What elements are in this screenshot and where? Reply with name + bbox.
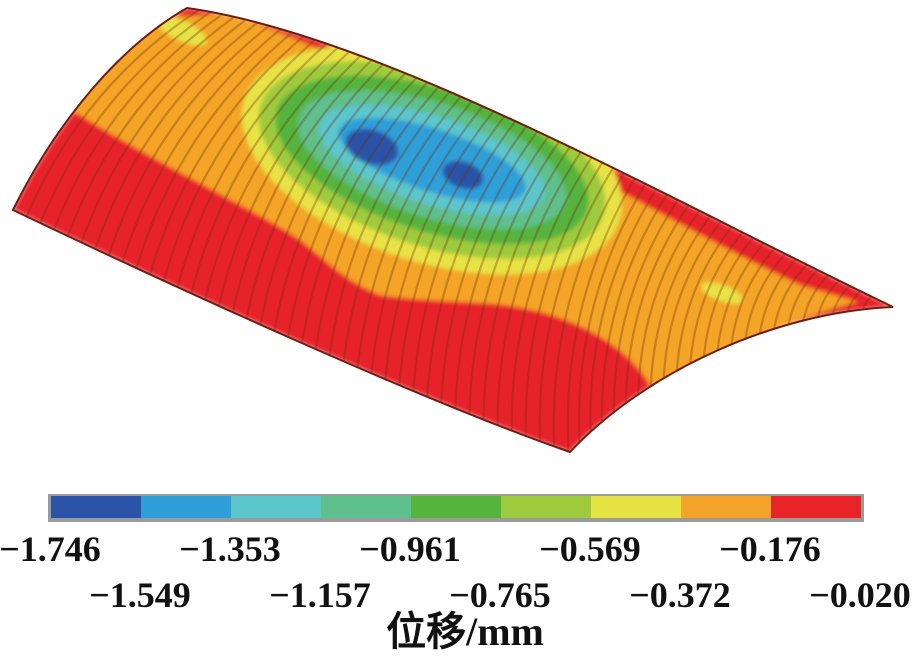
corrugation-ribs	[25, 8, 873, 452]
legend-color-segment	[51, 496, 141, 518]
contour-patch	[701, 282, 743, 304]
legend-color-segment	[591, 496, 681, 518]
legend-tick: −0.176	[719, 529, 821, 569]
legend-tick: −1.157	[269, 575, 371, 615]
legend-color-segment	[321, 496, 411, 518]
legend-color-segment	[231, 496, 321, 518]
legend-tick: −0.372	[629, 575, 731, 615]
legend-color-segment	[141, 496, 231, 518]
legend-axis-title: 位移/mm	[386, 609, 544, 654]
legend-tick: −1.746	[0, 529, 101, 569]
legend-tick: −1.353	[179, 529, 281, 569]
legend-color-segment	[411, 496, 501, 518]
shell-outline	[11, 6, 894, 454]
surface-plot-area	[11, 6, 894, 454]
legend-tick: −0.961	[359, 529, 461, 569]
contour-patch	[157, 16, 207, 46]
legend-color-segment	[681, 496, 771, 518]
legend-tick: −1.549	[89, 575, 191, 615]
legend-tick: −0.020	[809, 575, 911, 615]
contour-ring	[442, 161, 484, 189]
legend-color-segment	[501, 496, 591, 518]
contour-ring	[345, 128, 399, 166]
legend-color-segment	[771, 496, 861, 518]
legend-colorbar	[48, 494, 864, 522]
legend-tick: −0.569	[539, 529, 641, 569]
displacement-contour-surface	[11, 6, 894, 454]
shell-surface	[13, 8, 893, 452]
legend-tick: −0.765	[449, 575, 551, 615]
